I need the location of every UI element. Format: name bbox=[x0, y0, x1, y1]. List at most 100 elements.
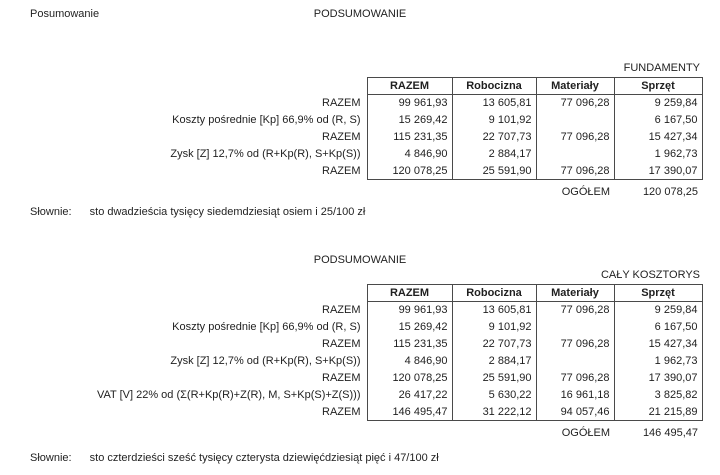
amount-in-words-1: Słownie: sto dwadzieścia tysięcy siedemd… bbox=[30, 206, 365, 218]
grand-total-value: 146 495,47 bbox=[642, 427, 698, 439]
cell-value: 1 962,73 bbox=[613, 352, 703, 370]
column-header-robocizna: Robocizna bbox=[451, 77, 537, 95]
cell-value: 26 417,22 bbox=[366, 386, 452, 404]
cell-value bbox=[535, 145, 614, 163]
cell-value: 1 962,73 bbox=[613, 145, 703, 163]
grand-total-row: OGÓŁEM 146 495,47 bbox=[30, 427, 702, 439]
row-label: Koszty pośrednie [Kp] 66,9% od (R, S) bbox=[172, 321, 361, 333]
cell-value: 77 096,28 bbox=[535, 162, 614, 180]
row-label: RAZEM bbox=[322, 372, 361, 384]
amount-in-words-label: Słownie: bbox=[30, 206, 72, 218]
cell-value: 17 390,07 bbox=[613, 369, 703, 387]
cell-value: 77 096,28 bbox=[535, 128, 614, 146]
cell-value: 13 605,81 bbox=[451, 301, 536, 319]
grand-total-label: OGÓŁEM bbox=[561, 186, 610, 198]
cell-value: 4 846,90 bbox=[366, 352, 452, 370]
column-header-materialy: Materiały bbox=[535, 77, 615, 95]
cell-value: 15 427,34 bbox=[613, 128, 703, 146]
column-header-razem: RAZEM bbox=[366, 284, 453, 302]
row-label: RAZEM bbox=[322, 406, 361, 418]
summary-heading-2: PODSUMOWANIE bbox=[313, 254, 407, 266]
cell-value: 77 096,28 bbox=[535, 335, 614, 353]
summary-table-caly-kosztorys: RAZEM Robocizna Materiały Sprzęt RAZEM 9… bbox=[30, 284, 703, 421]
cell-value: 2 884,17 bbox=[451, 145, 536, 163]
row-label: Zysk [Z] 12,7% od (R+Kp(R), S+Kp(S)) bbox=[170, 355, 361, 367]
amount-in-words-2: Słownie: sto czterdzieści sześć tysięcy … bbox=[30, 452, 439, 464]
cell-value: 2 884,17 bbox=[451, 352, 536, 370]
row-label: RAZEM bbox=[322, 97, 361, 109]
column-header-materialy: Materiały bbox=[535, 284, 615, 302]
cell-value: 4 846,90 bbox=[366, 145, 452, 163]
cell-value: 22 707,73 bbox=[451, 128, 536, 146]
table-row: Koszty pośrednie [Kp] 66,9% od (R, S) 15… bbox=[30, 111, 703, 129]
table-header-row: RAZEM Robocizna Materiały Sprzęt bbox=[30, 284, 703, 302]
grand-total-label: OGÓŁEM bbox=[561, 427, 610, 439]
header-spacer bbox=[30, 78, 367, 95]
cell-value: 17 390,07 bbox=[613, 162, 703, 180]
amount-in-words-label: Słownie: bbox=[30, 452, 72, 464]
cell-value: 9 259,84 bbox=[613, 301, 703, 319]
column-header-sprzet: Sprzęt bbox=[613, 284, 703, 302]
cell-value bbox=[535, 111, 614, 129]
table-row: Koszty pośrednie [Kp] 66,9% od (R, S) 15… bbox=[30, 318, 703, 336]
row-label: RAZEM bbox=[322, 304, 361, 316]
cell-value: 94 057,46 bbox=[535, 403, 614, 421]
grand-total-row: OGÓŁEM 120 078,25 bbox=[30, 186, 702, 198]
row-label: Koszty pośrednie [Kp] 66,9% od (R, S) bbox=[172, 114, 361, 126]
table-row: Zysk [Z] 12,7% od (R+Kp(R), S+Kp(S)) 4 8… bbox=[30, 352, 703, 370]
table-caption-caly-kosztorys: CAŁY KOSZTORYS bbox=[600, 269, 700, 281]
row-label: RAZEM bbox=[322, 338, 361, 350]
cell-value: 9 259,84 bbox=[613, 94, 703, 112]
summary-section-fundamenty: FUNDAMENTY RAZEM Robocizna Materiały Spr… bbox=[30, 62, 703, 198]
cell-value: 99 961,93 bbox=[366, 301, 452, 319]
cell-value: 115 231,35 bbox=[366, 335, 452, 353]
table-row: RAZEM 146 495,47 31 222,12 94 057,46 21 … bbox=[30, 403, 703, 421]
cell-value: 77 096,28 bbox=[535, 94, 614, 112]
cell-value: 9 101,92 bbox=[451, 111, 536, 129]
row-label: RAZEM bbox=[322, 165, 361, 177]
cell-value: 25 591,90 bbox=[451, 369, 536, 387]
cell-value: 25 591,90 bbox=[451, 162, 536, 180]
cell-value: 115 231,35 bbox=[366, 128, 452, 146]
table-row: RAZEM 120 078,25 25 591,90 77 096,28 17 … bbox=[30, 369, 703, 387]
table-row: RAZEM 99 961,93 13 605,81 77 096,28 9 25… bbox=[30, 94, 703, 112]
cell-value: 15 269,42 bbox=[366, 111, 452, 129]
table-row: RAZEM 115 231,35 22 707,73 77 096,28 15 … bbox=[30, 335, 703, 353]
column-header-sprzet: Sprzęt bbox=[613, 77, 703, 95]
cell-value: 3 825,82 bbox=[613, 386, 703, 404]
table-row: RAZEM 99 961,93 13 605,81 77 096,28 9 25… bbox=[30, 301, 703, 319]
table-row: RAZEM 115 231,35 22 707,73 77 096,28 15 … bbox=[30, 128, 703, 146]
cell-value: 5 630,22 bbox=[451, 386, 536, 404]
cell-value: 120 078,25 bbox=[366, 162, 452, 180]
cell-value: 22 707,73 bbox=[451, 335, 536, 353]
cell-value: 15 427,34 bbox=[613, 335, 703, 353]
table-row-vat: VAT [V] 22% od (Σ(R+Kp(R)+Z(R), M, S+Kp(… bbox=[30, 386, 703, 404]
table-header-row: RAZEM Robocizna Materiały Sprzęt bbox=[30, 77, 703, 95]
amount-in-words-text: sto dwadzieścia tysięcy siedemdziesiąt o… bbox=[89, 206, 366, 218]
amount-in-words-text: sto czterdzieści sześć tysięcy czterysta… bbox=[89, 452, 439, 464]
header-spacer bbox=[30, 285, 367, 302]
column-header-razem: RAZEM bbox=[366, 77, 453, 95]
summary-table-fundamenty: RAZEM Robocizna Materiały Sprzęt RAZEM 9… bbox=[30, 77, 703, 180]
doc-title: Posumowanie bbox=[30, 8, 100, 20]
cell-value bbox=[535, 318, 614, 336]
summary-section-caly-kosztorys: CAŁY KOSZTORYS RAZEM Robocizna Materiały… bbox=[30, 269, 703, 439]
cell-value: 16 961,18 bbox=[535, 386, 614, 404]
column-header-robocizna: Robocizna bbox=[451, 284, 537, 302]
row-label: VAT [V] 22% od (Σ(R+Kp(R)+Z(R), M, S+Kp(… bbox=[96, 389, 361, 401]
cell-value: 9 101,92 bbox=[451, 318, 536, 336]
grand-total-value: 120 078,25 bbox=[642, 186, 698, 198]
cell-value bbox=[535, 352, 614, 370]
cell-value: 120 078,25 bbox=[366, 369, 452, 387]
cell-value: 77 096,28 bbox=[535, 369, 614, 387]
table-row: RAZEM 120 078,25 25 591,90 77 096,28 17 … bbox=[30, 162, 703, 180]
summary-heading-1: PODSUMOWANIE bbox=[313, 8, 407, 20]
cell-value: 13 605,81 bbox=[451, 94, 536, 112]
cell-value: 31 222,12 bbox=[451, 403, 536, 421]
cell-value: 99 961,93 bbox=[366, 94, 452, 112]
row-label: RAZEM bbox=[322, 131, 361, 143]
cell-value: 6 167,50 bbox=[613, 318, 703, 336]
cell-value: 77 096,28 bbox=[535, 301, 614, 319]
row-label: Zysk [Z] 12,7% od (R+Kp(R), S+Kp(S)) bbox=[170, 148, 361, 160]
